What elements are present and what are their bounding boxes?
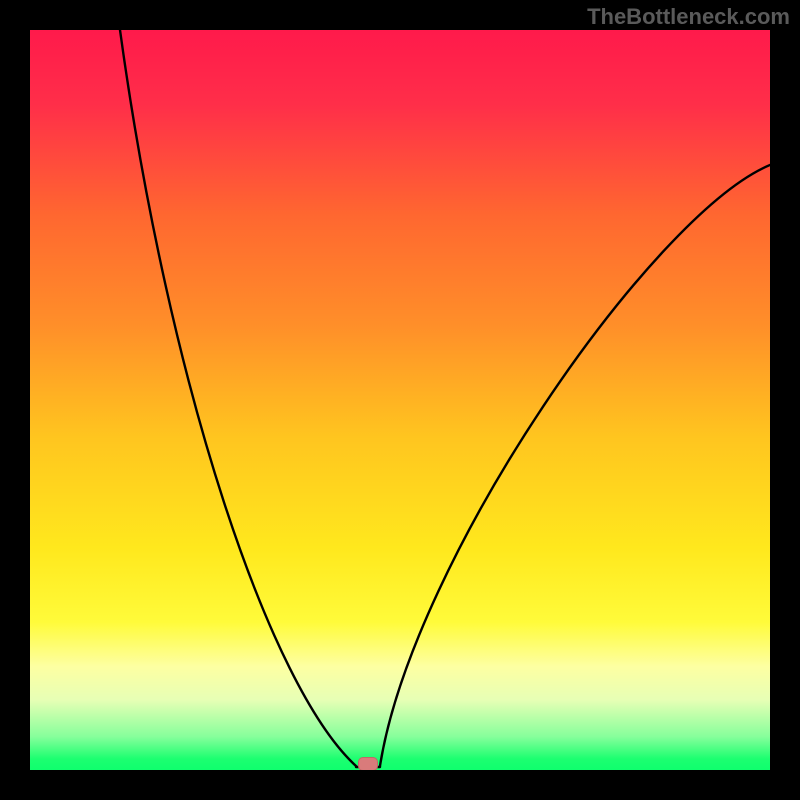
optimal-point-marker bbox=[358, 757, 378, 770]
watermark-text: TheBottleneck.com bbox=[587, 4, 790, 30]
chart-container: TheBottleneck.com bbox=[0, 0, 800, 800]
plot-area bbox=[30, 30, 770, 770]
bottleneck-curve bbox=[30, 30, 770, 770]
v-curve-path bbox=[120, 30, 770, 767]
